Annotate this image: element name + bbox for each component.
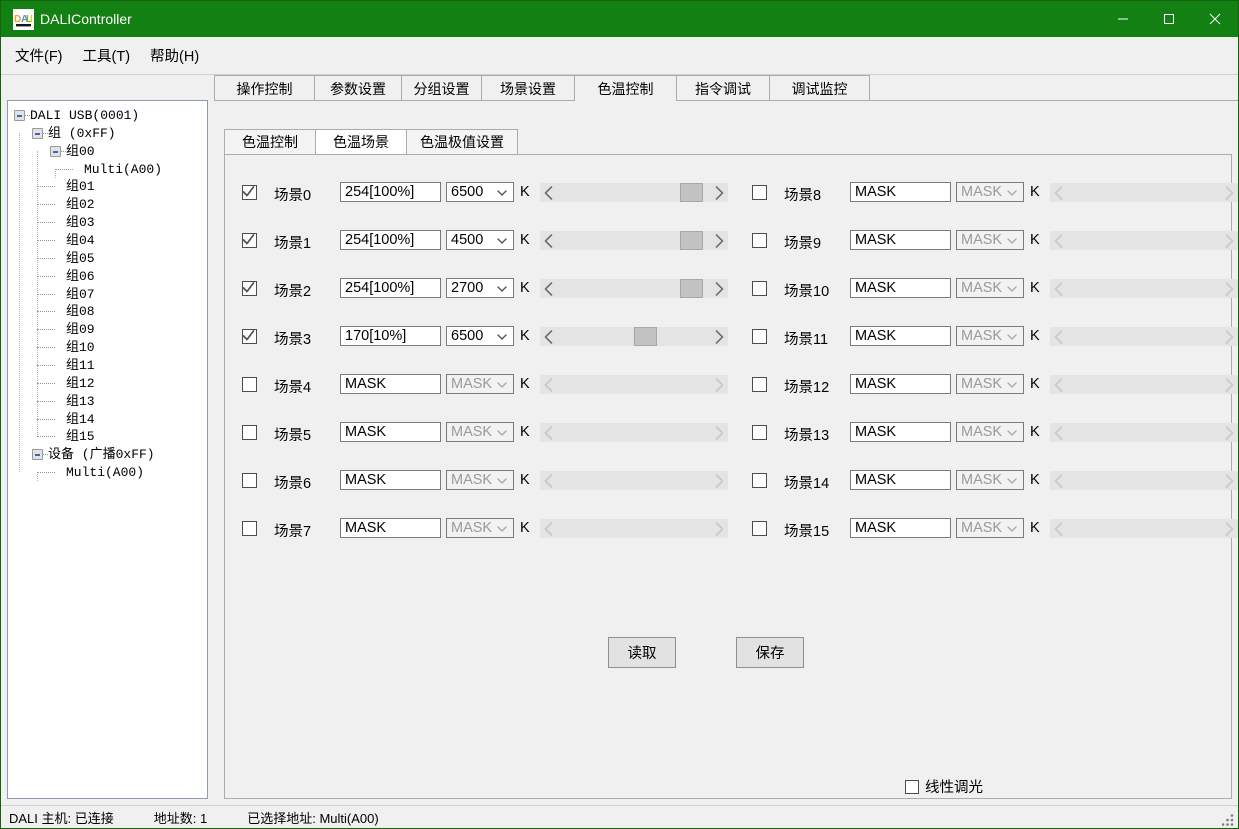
svg-text:I: I	[30, 14, 33, 25]
